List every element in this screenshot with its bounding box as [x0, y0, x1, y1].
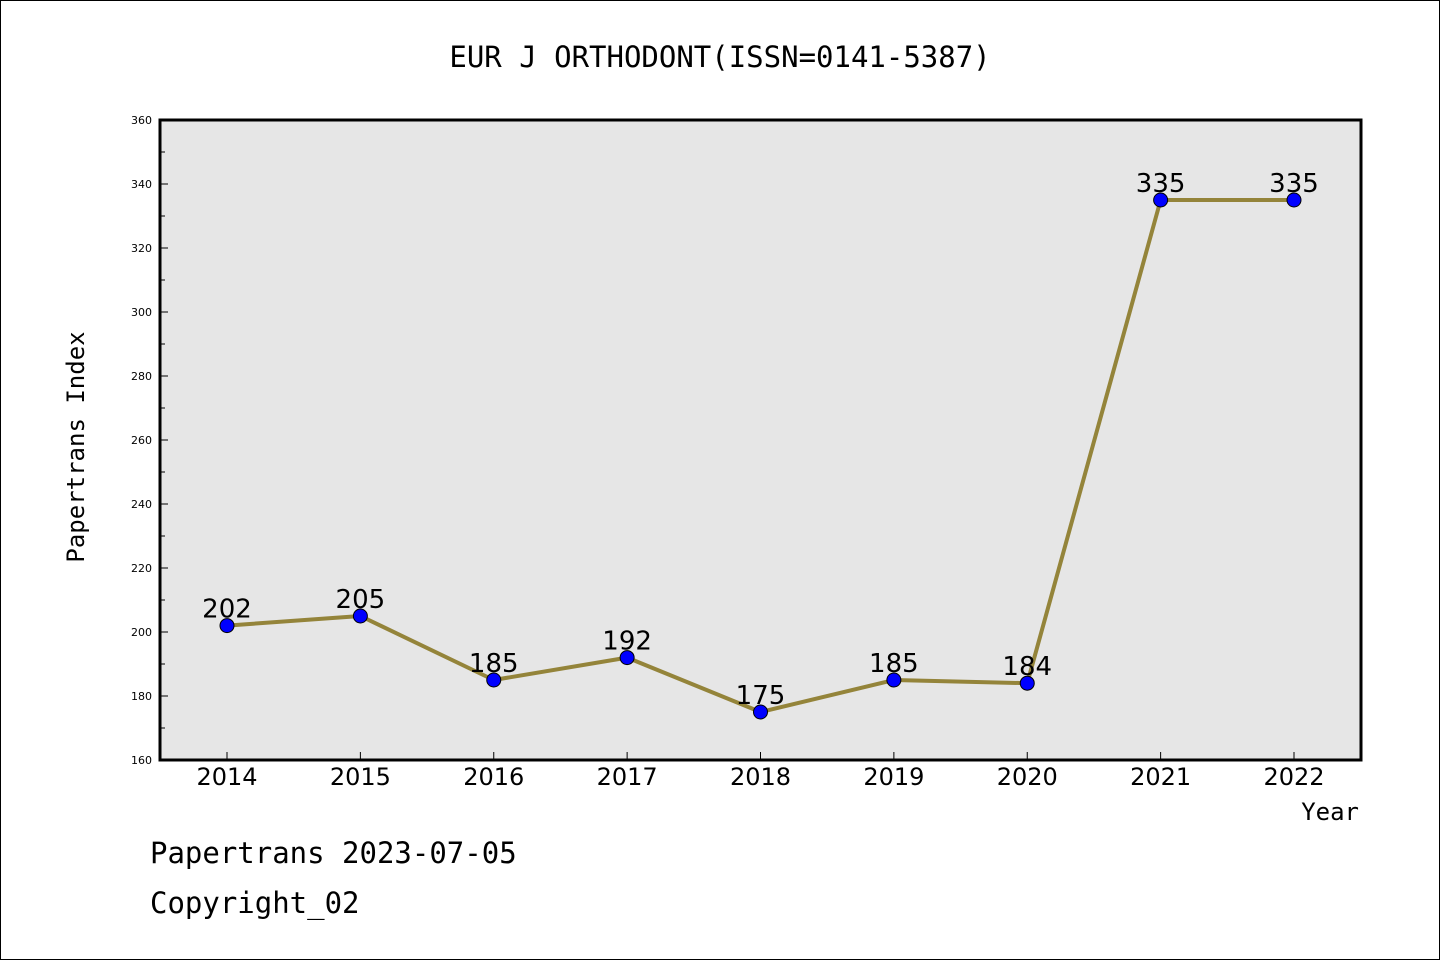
- y-tick-label: 160: [131, 754, 152, 767]
- x-tick-label: 2018: [730, 763, 791, 791]
- data-point-marker: [753, 704, 768, 720]
- y-tick-label: 180: [131, 690, 152, 703]
- data-point-marker: [1019, 675, 1035, 691]
- x-axis: 2014 2015 2016 2017 2018 2019 2020 2021 2022: [196, 752, 1325, 791]
- data-label: 175: [736, 681, 786, 711]
- chart-title: EUR J ORTHODONT(ISSN=0141-5387): [449, 40, 990, 74]
- data-label: 205: [336, 585, 386, 615]
- data-point-marker: [486, 672, 502, 688]
- x-tick-label: 2017: [597, 763, 658, 791]
- x-tick-label: 2014: [196, 763, 257, 791]
- x-tick-label: 2016: [463, 763, 524, 791]
- data-label: 185: [469, 649, 519, 679]
- x-axis-label: Year: [1301, 798, 1359, 826]
- series-line-group: 202 205 185 192 175 185 184 335 335: [202, 169, 1319, 720]
- data-point-marker: [619, 650, 635, 666]
- data-label: 184: [1002, 652, 1052, 682]
- data-point-marker: [219, 618, 235, 634]
- x-tick-label: 2022: [1263, 763, 1324, 791]
- data-label: 185: [869, 649, 919, 679]
- y-tick-label: 220: [131, 562, 152, 575]
- footer-date: Papertrans 2023-07-05: [150, 836, 517, 870]
- data-point-marker: [1153, 192, 1169, 208]
- footer-copyright: Copyright_02: [150, 886, 360, 920]
- data-point-marker: [1286, 192, 1302, 208]
- plot-area: [158, 118, 1363, 762]
- y-axis: 160 180 200 220 240 260 280 300 320 340 360: [131, 114, 168, 767]
- y-axis-label: Papertrans Index: [62, 331, 90, 562]
- x-tick-label: 2015: [330, 763, 391, 791]
- data-label: 335: [1136, 169, 1186, 199]
- x-tick-label: 2019: [863, 763, 924, 791]
- y-tick-label: 240: [131, 498, 152, 511]
- y-tick-label: 300: [131, 306, 152, 319]
- x-tick-label: 2020: [997, 763, 1058, 791]
- y-tick-label: 320: [131, 242, 152, 255]
- data-label: 202: [202, 595, 252, 625]
- data-label: 335: [1269, 169, 1319, 199]
- data-point-marker: [352, 608, 368, 624]
- data-label: 192: [602, 627, 652, 657]
- y-tick-label: 200: [131, 626, 152, 639]
- y-tick-label: 360: [131, 114, 152, 127]
- data-point-marker: [886, 672, 902, 688]
- y-tick-label: 260: [131, 434, 152, 447]
- x-tick-label: 2021: [1130, 763, 1191, 791]
- y-tick-label: 280: [131, 370, 152, 383]
- y-tick-label: 340: [131, 178, 152, 191]
